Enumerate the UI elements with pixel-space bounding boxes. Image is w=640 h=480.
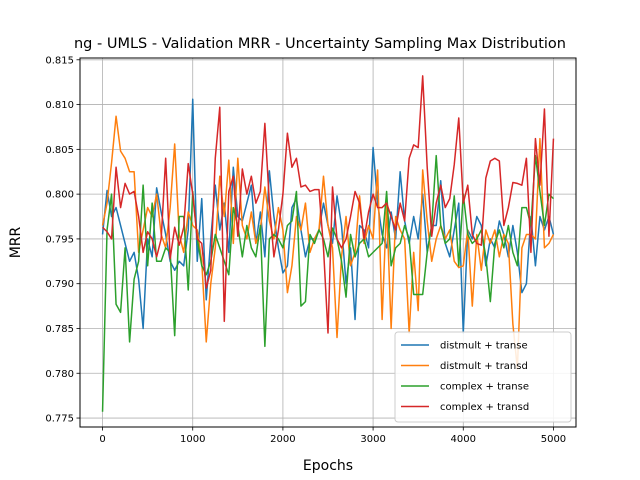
- y-tick-label: 0.800: [45, 190, 74, 201]
- x-tick-label: 5000: [541, 434, 566, 445]
- x-tick-label: 0: [99, 434, 105, 445]
- legend-label: complex + transd: [440, 402, 529, 413]
- chart-title: ng - UMLS - Validation MRR - Uncertainty…: [74, 36, 566, 52]
- x-tick-label: 4000: [451, 434, 476, 445]
- x-tick-label: 1000: [180, 434, 205, 445]
- legend-label: distmult + transd: [440, 361, 528, 372]
- y-tick-label: 0.805: [45, 145, 74, 156]
- y-axis-ticks: 0.775 0.780 0.785 0.790 0.795 0.800 0.805 0.810…: [45, 55, 80, 425]
- axes-frame: [79, 57, 577, 428]
- y-tick-label: 0.795: [45, 234, 74, 245]
- legend: distmult + transe distmult + transd comple…: [394, 331, 572, 423]
- y-tick-label: 0.785: [45, 324, 74, 335]
- x-axis-label: Epochs: [303, 458, 353, 474]
- y-tick-label: 0.810: [45, 100, 74, 111]
- x-tick-label: 3000: [360, 434, 385, 445]
- series-lines: [101, 75, 555, 412]
- legend-label: complex + transe: [440, 382, 529, 393]
- y-tick-label: 0.775: [45, 414, 74, 425]
- legend-label: distmult + transe: [440, 341, 528, 352]
- y-tick-label: 0.780: [45, 369, 74, 380]
- series-line-complex-transd: [102, 75, 555, 334]
- series-line-complex-transe: [101, 154, 554, 412]
- y-axis-label: MRR: [8, 226, 24, 258]
- x-axis-ticks: 0 1000 2000 3000 4000 5000: [99, 427, 566, 445]
- y-tick-label: 0.815: [45, 55, 74, 66]
- series-line-distmult-transd: [101, 115, 555, 370]
- y-tick-label: 0.790: [45, 279, 74, 290]
- legend-box: [394, 331, 572, 423]
- x-tick-label: 2000: [270, 434, 295, 445]
